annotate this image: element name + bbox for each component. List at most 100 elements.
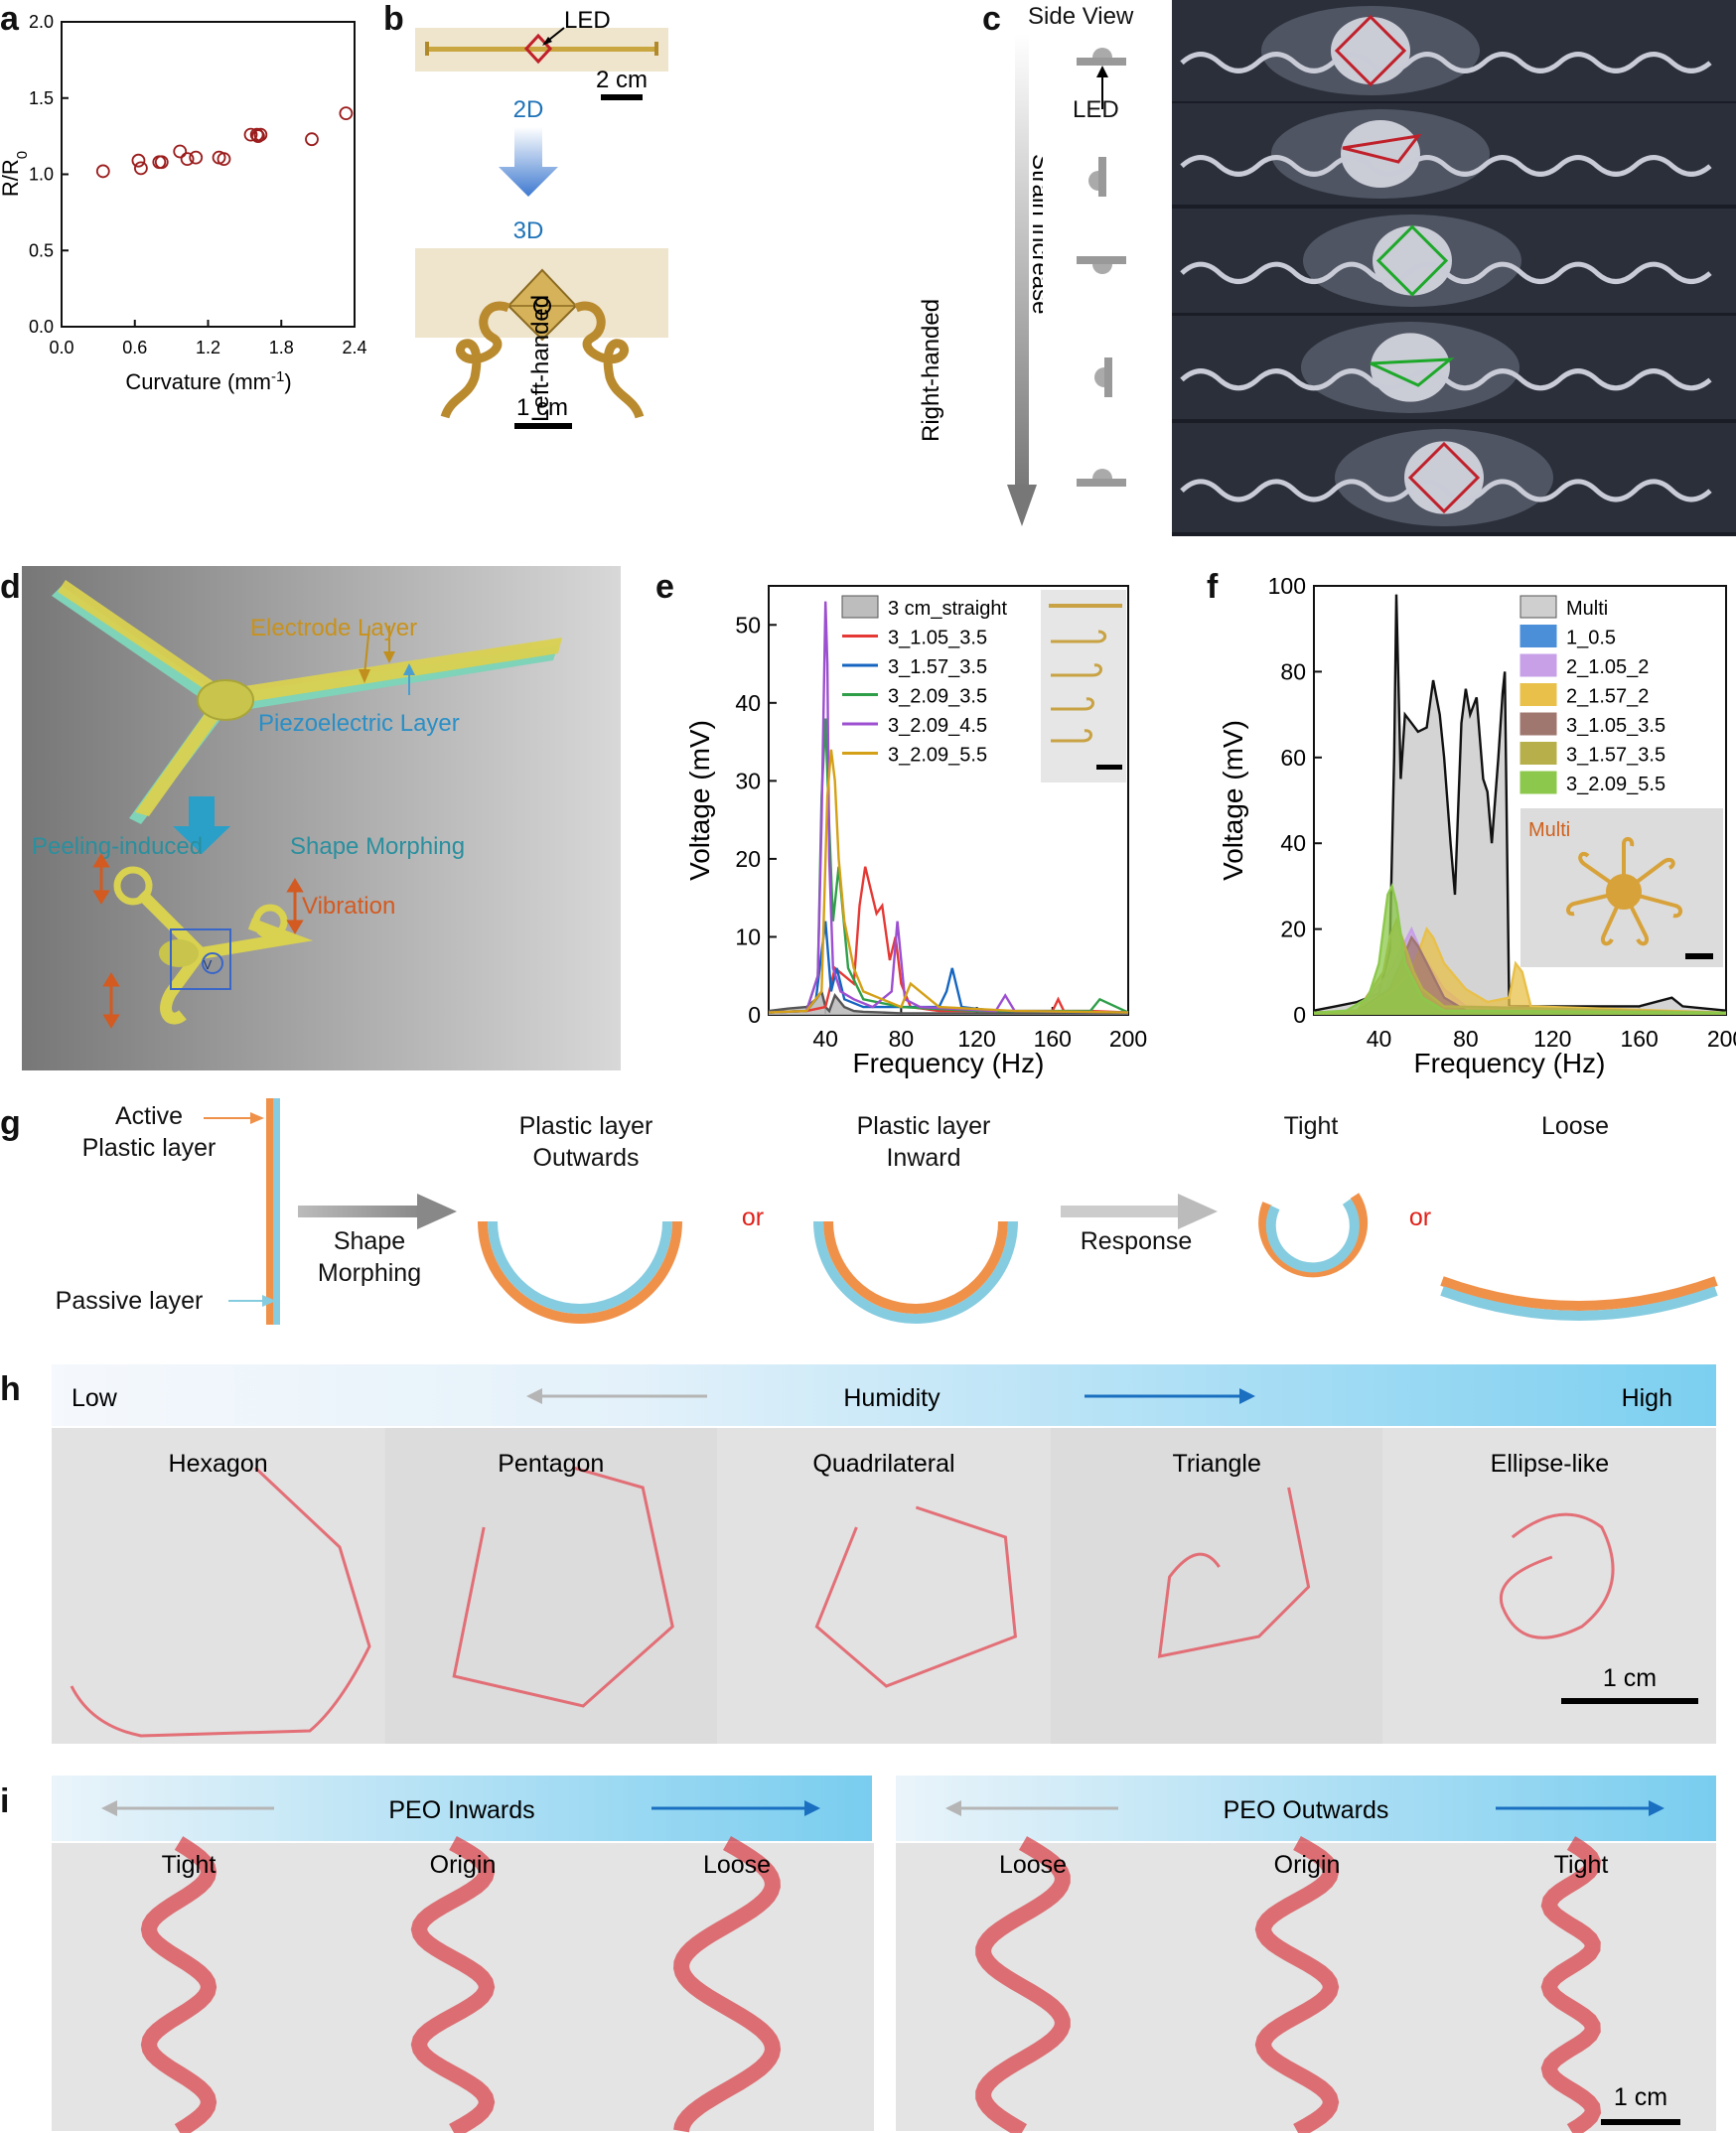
- panel-g-active: Active Plastic layer: [82, 1102, 217, 1162]
- panel-e-xtick-label: 120: [957, 1026, 995, 1052]
- panel-a-point: [154, 155, 169, 170]
- panel-d-figure: Electrode Layer Piezoelectric Layer Peel…: [22, 566, 621, 1070]
- panel-h-center: Humidity: [843, 1384, 940, 1412]
- panel-f-chart: 40 80 120 160 200 0 20 40 60 80 100 Multi 1_0.5 2_1.…: [1218, 576, 1736, 1078]
- panel-f-legend-label: Multi: [1566, 598, 1608, 620]
- panel-f-legend-label: 1_0.5: [1566, 628, 1616, 649]
- panel-f-xtick-label: 40: [1367, 1026, 1392, 1052]
- panel-h-scale: 1 cm: [1603, 1664, 1657, 1692]
- panel-f-legend-swatch: [1519, 625, 1557, 647]
- panel-h-label: h: [0, 1370, 21, 1408]
- panel-g-outwards-orange: [478, 1220, 682, 1324]
- panel-i-state-label: Origin: [1274, 1851, 1341, 1879]
- panel-a-xlabel: Curvature (mm-1): [125, 368, 291, 395]
- panel-a-point: [189, 150, 204, 165]
- panel-a-point: [95, 164, 110, 179]
- panel-b-2d-strip: [425, 47, 658, 52]
- panel-h-banner: [52, 1364, 1716, 1426]
- panel-d-label: d: [0, 568, 21, 606]
- panel-h-shape-label: Pentagon: [498, 1450, 604, 1478]
- panel-d-morph-left: Peeling-induced: [32, 833, 203, 860]
- panel-f-legend-swatch: [1519, 712, 1557, 736]
- panel-f-ytick-label: 40: [1280, 830, 1306, 856]
- panel-f-inset-device: [1566, 837, 1682, 946]
- panel-a-point: [131, 153, 146, 168]
- panel-i-state-label: Loose: [703, 1851, 771, 1879]
- panel-a-ytick-label: 1.0: [29, 165, 54, 185]
- panel-c-strain-label-wrap: Strain Increase: [1027, 154, 1043, 314]
- panel-d-vibration-arrows: [92, 853, 304, 1029]
- panel-i-state-label: Tight: [162, 1851, 217, 1879]
- panel-a-xtick-label: 0.0: [49, 338, 73, 357]
- panel-e-legend-label: 3_2.09_4.5: [888, 715, 987, 737]
- panel-a-point: [217, 152, 231, 167]
- panel-e-xlabel: Frequency (Hz): [853, 1048, 1045, 1078]
- panel-e-xtick-label: 160: [1034, 1026, 1072, 1052]
- panel-c-photos: [1172, 0, 1736, 536]
- panel-e-xtick-label: 40: [812, 1026, 838, 1052]
- panel-i-label: i: [0, 1782, 10, 1820]
- panel-b-scalebar-bottom: [514, 423, 572, 429]
- panel-g-loose-orange: [1440, 1276, 1718, 1311]
- panel-i-figure: PEO Inwards PEO Outwards Tight Origin Loose L…: [52, 1776, 1716, 2133]
- panel-g-inward-blue: [813, 1220, 1018, 1324]
- panel-f-legend-swatch: [1519, 683, 1557, 706]
- panel-e-legend-swatch: [841, 595, 879, 619]
- panel-f-ytick-label: 100: [1268, 576, 1306, 599]
- panel-c-spring: [1180, 479, 1712, 502]
- panel-d-piezo: Piezoelectric Layer: [258, 710, 460, 737]
- panel-c-led-label: LED: [1073, 96, 1119, 123]
- panel-c-strain-arrow: [1015, 34, 1029, 491]
- panel-f-series-line: [1313, 882, 1727, 1014]
- panel-e-ytick-label: 40: [735, 690, 761, 716]
- panel-b-scale-top: 2 cm: [596, 67, 648, 93]
- panel-i-left-title: PEO Inwards: [388, 1796, 534, 1824]
- panel-i-scalebar: [1601, 2119, 1680, 2125]
- panel-h-figure: Low Humidity High Hexagon Pentagon Quadrilate…: [52, 1364, 1716, 1744]
- panel-e-chart: 40 80 120 160 200 0 10 20 30 40 50 3 cm_straight 3_…: [684, 585, 1147, 1078]
- panel-e-legend-label: 3 cm_straight: [888, 598, 1007, 620]
- panel-b-led-label: LED: [564, 7, 611, 34]
- panel-g-tight: Tight: [1284, 1112, 1339, 1140]
- panel-f-series-fill: [1314, 594, 1726, 1015]
- panel-b-arrow: [499, 127, 558, 197]
- panel-f-legend-swatch: [1519, 653, 1557, 677]
- panel-c-led-outline: [1334, 14, 1407, 87]
- panel-e-legend-label: 3_1.05_3.5: [888, 628, 987, 649]
- panel-e-ylabel: Voltage (mV): [684, 720, 715, 881]
- panel-f-series-fill: [1314, 886, 1726, 1015]
- panel-b-scale-bottom: 1 cm: [516, 394, 568, 421]
- panel-a-point: [173, 144, 188, 159]
- panel-a-xtick-label: 0.6: [122, 338, 147, 357]
- panel-d-electrode: Electrode Layer: [250, 615, 417, 641]
- panel-f-label: f: [1207, 568, 1219, 606]
- panel-f-ytick-label: 0: [1293, 1002, 1306, 1028]
- panel-g-active-strip: [266, 1098, 273, 1325]
- panel-b-scalebar-top: [601, 94, 643, 100]
- panel-b-left-handed: Left-handed: [527, 295, 554, 422]
- panel-a-point: [133, 161, 148, 176]
- panel-g-label: g: [0, 1104, 21, 1142]
- panel-e-xtick-label: 200: [1109, 1026, 1147, 1052]
- panel-h-curve: [1500, 1512, 1615, 1639]
- panel-i-spring: [140, 1836, 217, 2133]
- panel-c-spring: [1180, 155, 1712, 177]
- panel-a-point: [250, 129, 265, 144]
- panel-i-spring: [410, 1835, 496, 2133]
- panel-b-led-marker: [523, 33, 553, 65]
- panel-a-ytick-label: 2.0: [29, 12, 54, 32]
- panel-c-led-outline: [1370, 357, 1455, 387]
- panel-i-scale: 1 cm: [1614, 2083, 1667, 2111]
- panel-f-xlabel: Frequency (Hz): [1414, 1048, 1606, 1078]
- panel-a-ylabel: R/R0: [0, 151, 31, 197]
- panel-h-low: Low: [72, 1384, 118, 1412]
- panel-f-legend-swatch: [1519, 595, 1557, 619]
- panel-h-photo: [384, 1428, 718, 1744]
- panel-a-frame: [61, 21, 356, 328]
- panel-e-ytick-label: 50: [735, 612, 761, 638]
- panel-e-legend-label: 3_2.09_5.5: [888, 745, 987, 767]
- panel-i-state-label: Origin: [430, 1851, 497, 1879]
- panel-g-arrow-response: [1061, 1206, 1182, 1217]
- panel-g-or1: or: [742, 1204, 764, 1231]
- panel-e-ytick-label: 0: [748, 1002, 761, 1028]
